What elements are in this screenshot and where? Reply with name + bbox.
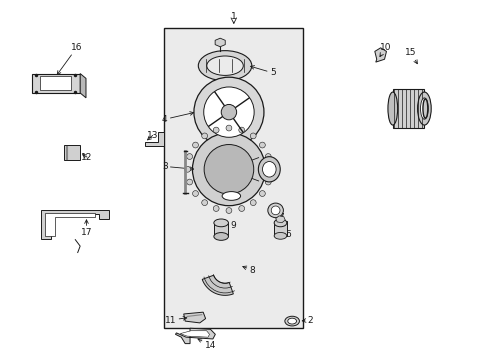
Polygon shape: [202, 275, 233, 295]
Text: 3: 3: [162, 162, 193, 171]
Text: 10: 10: [379, 43, 390, 57]
Ellipse shape: [203, 87, 254, 137]
Ellipse shape: [225, 208, 231, 213]
Text: 7: 7: [278, 213, 284, 222]
Ellipse shape: [186, 154, 192, 159]
Bar: [392, 89, 424, 128]
Text: 8: 8: [243, 266, 255, 275]
Polygon shape: [40, 76, 71, 90]
Text: 11: 11: [164, 315, 186, 324]
Text: 9: 9: [223, 221, 236, 230]
Ellipse shape: [387, 92, 397, 125]
Ellipse shape: [265, 179, 271, 185]
Ellipse shape: [222, 192, 240, 200]
Polygon shape: [80, 73, 86, 98]
Ellipse shape: [258, 157, 280, 182]
Ellipse shape: [213, 233, 228, 240]
Ellipse shape: [192, 190, 198, 197]
Polygon shape: [374, 48, 386, 62]
Bar: [274, 221, 286, 236]
Text: 2: 2: [302, 315, 313, 324]
Polygon shape: [183, 312, 205, 323]
Text: 16: 16: [57, 43, 82, 75]
Ellipse shape: [417, 92, 430, 125]
Ellipse shape: [285, 316, 299, 326]
Ellipse shape: [192, 142, 198, 148]
Ellipse shape: [206, 56, 243, 75]
Ellipse shape: [287, 318, 296, 324]
Polygon shape: [31, 73, 80, 93]
Ellipse shape: [203, 144, 253, 194]
Ellipse shape: [184, 166, 190, 172]
Text: 4: 4: [162, 112, 193, 124]
Text: 15: 15: [404, 49, 416, 64]
Ellipse shape: [259, 142, 265, 148]
Ellipse shape: [225, 125, 231, 131]
Ellipse shape: [271, 206, 280, 215]
Ellipse shape: [259, 190, 265, 197]
Polygon shape: [180, 331, 209, 337]
Text: 14: 14: [198, 339, 216, 350]
Polygon shape: [175, 328, 215, 343]
Ellipse shape: [194, 77, 264, 147]
Bar: [213, 223, 228, 237]
Ellipse shape: [250, 200, 256, 206]
Ellipse shape: [192, 133, 265, 206]
Polygon shape: [144, 132, 164, 146]
Polygon shape: [45, 213, 95, 236]
Text: 13: 13: [146, 131, 158, 140]
Polygon shape: [41, 210, 109, 239]
Ellipse shape: [221, 104, 236, 120]
Ellipse shape: [186, 179, 192, 185]
Ellipse shape: [265, 154, 271, 159]
Text: 5: 5: [250, 66, 275, 77]
Ellipse shape: [202, 200, 207, 206]
Text: 17: 17: [81, 220, 92, 237]
Ellipse shape: [198, 51, 251, 81]
Ellipse shape: [238, 127, 244, 133]
Ellipse shape: [274, 233, 286, 239]
Bar: [164, 28, 302, 328]
Ellipse shape: [213, 127, 219, 133]
Ellipse shape: [238, 206, 244, 211]
Ellipse shape: [202, 133, 207, 139]
Text: 1: 1: [230, 12, 236, 21]
Ellipse shape: [213, 219, 228, 227]
Ellipse shape: [213, 206, 219, 211]
Bar: [63, 145, 80, 160]
Ellipse shape: [262, 162, 276, 177]
Text: 12: 12: [81, 153, 93, 162]
Ellipse shape: [267, 203, 283, 218]
Ellipse shape: [422, 99, 427, 118]
Ellipse shape: [274, 219, 286, 227]
Text: 6: 6: [282, 230, 290, 239]
Ellipse shape: [267, 166, 273, 172]
Ellipse shape: [250, 133, 256, 139]
Ellipse shape: [420, 98, 427, 119]
